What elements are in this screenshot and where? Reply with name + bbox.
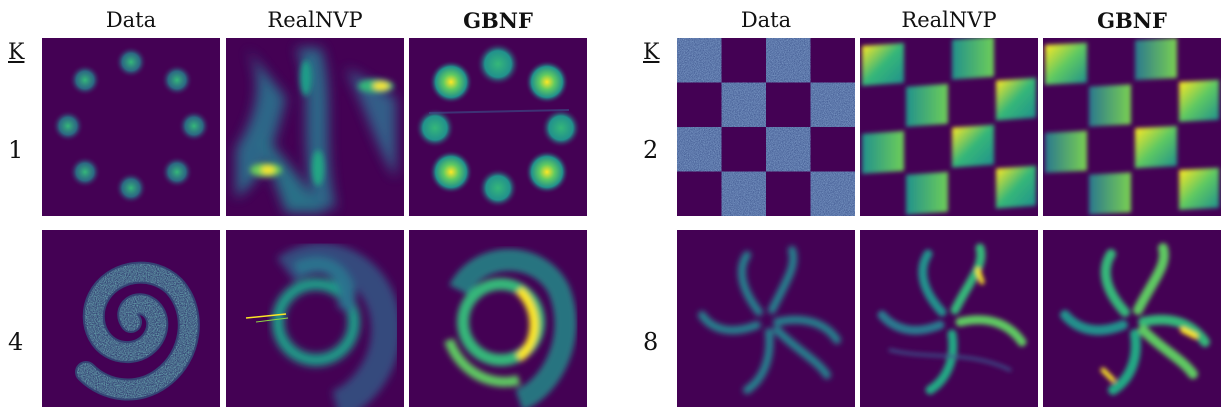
panel-k2-gbnf <box>1043 38 1221 216</box>
row-label-k2: 2 <box>643 136 659 164</box>
row-label-k1: 1 <box>8 136 24 164</box>
column-header-gbnf-left: GBNF <box>463 8 533 33</box>
column-header-realnvp-left: RealNVP <box>267 8 363 32</box>
panel-k4-realnvp <box>226 230 404 407</box>
panel-k2-realnvp <box>860 38 1038 216</box>
row-label-k8: 8 <box>643 328 659 356</box>
k-label-left: K <box>8 40 25 65</box>
column-header-data-left: Data <box>105 8 157 32</box>
panel-k1-realnvp <box>226 38 404 216</box>
column-header-data-right: Data <box>740 8 792 32</box>
row-label-k4: 4 <box>8 328 24 356</box>
column-header-realnvp-right: RealNVP <box>901 8 997 32</box>
panel-k2-data <box>677 38 855 216</box>
panel-k4-data <box>42 230 220 407</box>
panel-k1-gbnf <box>409 38 587 216</box>
panel-k4-gbnf <box>409 230 587 407</box>
column-header-gbnf-right: GBNF <box>1097 8 1167 33</box>
panel-k8-gbnf <box>1043 230 1221 407</box>
panel-k1-data <box>42 38 220 216</box>
panel-k8-data <box>677 230 855 407</box>
k-label-right: K <box>643 40 660 65</box>
panel-k8-realnvp <box>860 230 1038 407</box>
